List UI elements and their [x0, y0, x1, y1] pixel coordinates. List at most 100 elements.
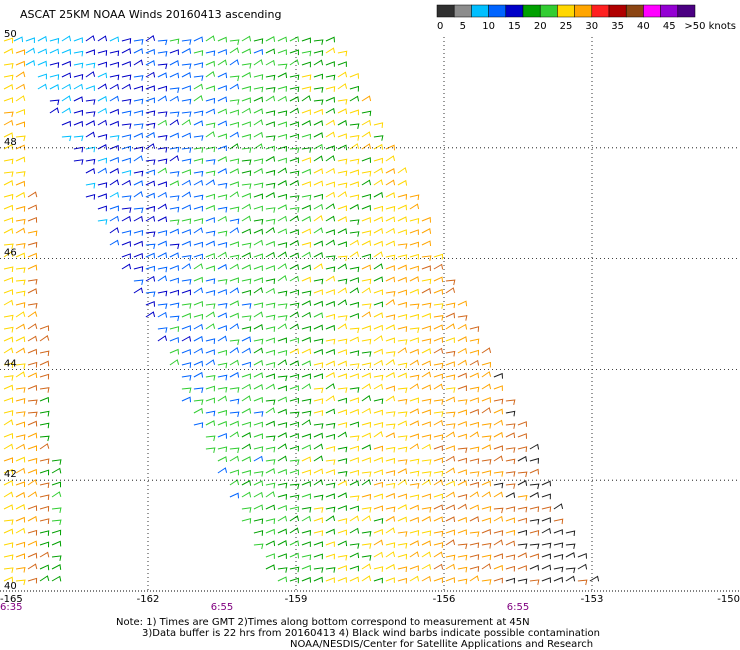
wind-barb — [421, 421, 431, 427]
wind-barb — [145, 300, 155, 307]
wind-barb — [397, 372, 407, 379]
wind-barb — [517, 552, 528, 558]
wind-barb — [277, 455, 288, 462]
wind-barb — [25, 60, 36, 66]
wind-barb — [15, 363, 26, 369]
wind-barb — [493, 398, 504, 405]
wind-barb — [433, 362, 444, 369]
wind-barb — [421, 540, 432, 547]
wind-barb — [157, 252, 168, 258]
wind-barb — [169, 228, 179, 235]
wind-barb — [181, 303, 192, 309]
legend-swatch — [436, 4, 455, 18]
wind-barb — [277, 215, 288, 222]
wind-barb — [277, 350, 288, 356]
wind-barb — [361, 479, 372, 486]
wind-barb — [217, 230, 228, 237]
wind-barb — [421, 563, 432, 570]
wind-barb — [15, 516, 26, 523]
wind-barb — [337, 431, 348, 438]
wind-barb — [445, 445, 455, 451]
wind-barb — [277, 204, 288, 210]
wind-barb — [289, 107, 300, 114]
wind-barb — [337, 228, 348, 234]
wind-barb — [421, 434, 432, 440]
wind-barb — [277, 567, 288, 573]
wind-barb — [337, 397, 348, 404]
wind-barb — [205, 447, 216, 454]
wind-barb — [169, 111, 180, 118]
wind-barb — [169, 180, 180, 186]
wind-barb — [421, 240, 432, 247]
wind-barb — [469, 481, 480, 488]
wind-barb — [361, 131, 372, 138]
wind-barb — [397, 446, 408, 453]
wind-barb — [169, 348, 179, 355]
wind-barb — [169, 315, 180, 322]
wind-barb — [169, 243, 180, 250]
wind-barb — [121, 240, 131, 247]
wind-barb — [541, 553, 551, 560]
wind-barb — [301, 325, 312, 332]
wind-barb — [157, 39, 168, 46]
wind-barb — [313, 39, 324, 45]
wind-barb — [397, 411, 408, 418]
wind-barb — [3, 243, 14, 250]
wind-barb — [277, 553, 287, 559]
wind-barb — [481, 554, 492, 561]
wind-barb — [253, 480, 264, 487]
wind-barb — [337, 446, 348, 453]
wind-barb — [457, 323, 468, 330]
legend-swatch — [522, 4, 541, 18]
wind-barb — [325, 459, 336, 465]
wind-barb — [217, 133, 227, 140]
wind-barb — [313, 180, 324, 187]
wind-barb — [541, 480, 551, 487]
wind-barb — [337, 170, 348, 177]
wind-barb — [253, 455, 264, 462]
wind-barb — [205, 217, 215, 223]
wind-barb — [445, 279, 456, 286]
wind-barb — [3, 266, 14, 273]
legend-swatch — [505, 4, 524, 18]
wind-barb — [349, 158, 360, 165]
wind-barb — [313, 443, 324, 450]
wind-barb — [325, 482, 336, 489]
wind-barb — [169, 95, 180, 102]
wind-barb — [217, 302, 228, 309]
wind-barb — [349, 495, 360, 502]
wind-barb — [277, 110, 288, 117]
wind-barb — [241, 289, 252, 296]
wind-barb — [337, 71, 348, 78]
wind-barb — [169, 60, 180, 66]
wind-barb — [145, 265, 156, 272]
wind-barb — [433, 314, 444, 321]
wind-barb — [421, 551, 432, 558]
wind-barb — [169, 171, 180, 177]
wind-barb — [517, 433, 527, 439]
wind-barb — [313, 108, 323, 115]
wind-barb — [61, 135, 72, 142]
wind-barb — [51, 519, 62, 526]
wind-barb — [121, 207, 132, 213]
wind-barb — [217, 288, 227, 295]
wind-barb — [373, 167, 384, 174]
wind-barb — [121, 230, 132, 236]
wind-barb — [15, 279, 26, 286]
wind-barb — [325, 86, 336, 92]
wind-barb — [15, 121, 25, 128]
wind-barb — [397, 566, 408, 573]
wind-barb — [337, 287, 348, 294]
wind-barb — [529, 530, 540, 536]
wind-barb — [229, 420, 239, 427]
wind-barb — [73, 50, 84, 57]
wind-barb — [217, 108, 228, 115]
wind-barb — [229, 206, 240, 213]
wind-barb — [3, 419, 14, 426]
wind-barb — [349, 336, 360, 343]
wind-barb — [193, 360, 203, 367]
wind-barb — [337, 182, 348, 189]
wind-barb — [361, 110, 372, 117]
wind-barb — [289, 289, 300, 296]
wind-barb — [37, 83, 48, 90]
